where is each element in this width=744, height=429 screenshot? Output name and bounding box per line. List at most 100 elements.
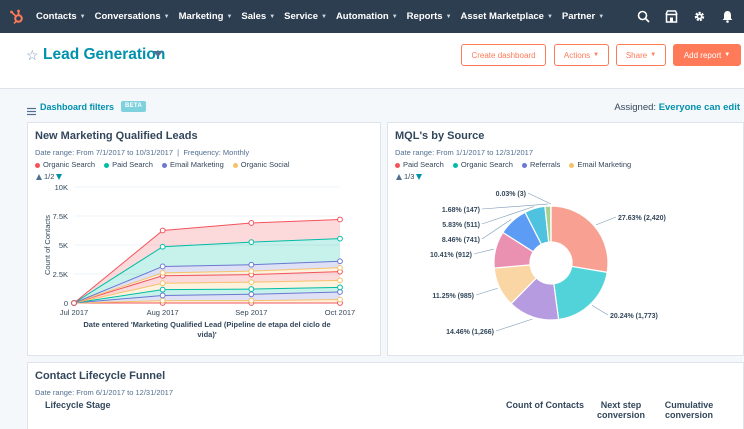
dashboard-title[interactable]: Lead Generation xyxy=(43,46,166,63)
data-point[interactable] xyxy=(248,297,255,304)
dashboard-filters-link[interactable]: Dashboard filters xyxy=(40,102,115,112)
mql-source-pie-chart: 27.63% (2,420) 20.24% (1,773) 14.46% (1,26… xyxy=(430,191,666,336)
funnel-card-title[interactable]: Contact Lifecycle Funnel xyxy=(35,370,166,382)
legend-label: Organic Social xyxy=(240,160,290,169)
data-point[interactable] xyxy=(159,292,166,299)
mql-card-title[interactable]: New Marketing Qualified Leads xyxy=(35,130,198,142)
y-tick-label: 0 xyxy=(64,299,68,308)
data-point[interactable] xyxy=(337,289,343,295)
legend-item-organic-search[interactable]: Organic Search xyxy=(35,160,95,169)
nav-sales[interactable]: Sales ▼ xyxy=(241,11,276,22)
chevron-down-icon: ▼ xyxy=(650,52,657,58)
series-line-series-1[interactable] xyxy=(73,299,341,304)
lifecycle-stage-header[interactable]: Lifecycle Stage xyxy=(45,400,111,410)
actions-button[interactable]: Actions ▼ xyxy=(554,44,609,66)
series-line-organic-social[interactable] xyxy=(73,267,341,304)
data-point[interactable] xyxy=(248,239,255,245)
pager-prev-icon[interactable] xyxy=(396,173,402,180)
pager-next-icon[interactable] xyxy=(416,173,423,180)
hubspot-logo-icon[interactable] xyxy=(8,8,26,26)
nav-contacts[interactable]: Contacts ▼ xyxy=(36,11,86,22)
legend-item-organic-search[interactable]: Organic Search xyxy=(452,160,513,169)
data-point[interactable] xyxy=(159,269,166,276)
data-point[interactable] xyxy=(248,220,255,226)
data-point[interactable] xyxy=(337,264,343,271)
marketplace-icon[interactable] xyxy=(664,10,678,24)
mql-legend: Organic Search Paid Search Email Marketing… xyxy=(35,160,290,169)
series-line-paid-search[interactable] xyxy=(73,238,341,304)
data-point[interactable] xyxy=(159,263,166,270)
data-point[interactable] xyxy=(337,296,343,303)
pie-data-label: 10.41% (912) xyxy=(430,252,472,259)
series-line-email-marketing[interactable] xyxy=(73,260,341,304)
chevron-down-icon: ▼ xyxy=(593,52,600,58)
next-step-conversion-header[interactable]: Next step conversion xyxy=(596,400,645,420)
nav-reports[interactable]: Reports ▼ xyxy=(406,11,452,22)
add-report-button[interactable]: Add report ▼ xyxy=(673,44,741,66)
data-point[interactable] xyxy=(248,286,255,292)
series-line-series-2[interactable] xyxy=(73,291,341,304)
source-card-title[interactable]: MQL's by Source xyxy=(395,130,485,142)
data-point[interactable] xyxy=(248,268,255,274)
count-of-contacts-header[interactable]: Count of Contacts xyxy=(506,400,584,410)
bell-icon[interactable] xyxy=(720,10,734,24)
data-point[interactable] xyxy=(337,258,343,265)
data-point[interactable] xyxy=(248,261,255,268)
favorite-star-icon[interactable]: ☆ xyxy=(26,47,39,63)
cumulative-conversion-header[interactable]: Cumulative conversion xyxy=(664,400,714,420)
legend-item-paid-search[interactable]: Paid Search xyxy=(104,160,153,169)
pie-slice-27-63-2-420[interactable] xyxy=(550,205,609,274)
data-point[interactable] xyxy=(248,291,255,298)
pager-prev-icon[interactable] xyxy=(36,173,42,180)
filter-icon[interactable] xyxy=(27,103,36,116)
series-line-organic-search[interactable] xyxy=(73,218,341,304)
pie-leader-line xyxy=(473,248,494,255)
pie-data-label: 5.83% (511) xyxy=(442,222,480,229)
area-fill-series-5 xyxy=(74,271,340,303)
search-icon[interactable] xyxy=(636,10,650,24)
data-point[interactable] xyxy=(248,279,255,286)
dashboard-switch-caret-icon[interactable] xyxy=(153,51,163,57)
data-point[interactable] xyxy=(159,243,166,250)
x-axis-label-cont: vida)' xyxy=(197,330,217,339)
legend-item-organic-social[interactable]: Organic Social xyxy=(232,160,290,169)
legend-dot-icon xyxy=(232,162,238,168)
chevron-down-icon: ▼ xyxy=(269,13,276,20)
share-button[interactable]: Share ▼ xyxy=(616,44,666,66)
nav-partner[interactable]: Partner ▼ xyxy=(561,11,605,22)
lifecycle-funnel-card: Contact Lifecycle Funnel Date range: Fro… xyxy=(27,362,744,429)
legend-item-referrals[interactable]: Referrals xyxy=(521,160,560,169)
chevron-down-icon: ▼ xyxy=(391,13,398,20)
series-line-series-4[interactable] xyxy=(73,279,341,304)
data-point[interactable] xyxy=(337,277,343,284)
pager-next-icon[interactable] xyxy=(56,173,63,180)
gear-icon[interactable] xyxy=(692,10,706,24)
series-line-series-3[interactable] xyxy=(73,286,341,304)
pie-slice-20-24-1-773[interactable] xyxy=(553,265,608,321)
data-point[interactable] xyxy=(337,235,343,242)
nav-asset-marketplace[interactable]: Asset Marketplace ▼ xyxy=(460,11,553,22)
data-point[interactable] xyxy=(159,280,166,287)
legend-item-paid-search[interactable]: Paid Search xyxy=(395,160,444,169)
data-point[interactable] xyxy=(159,227,166,234)
nav-marketing[interactable]: Marketing ▼ xyxy=(178,11,233,22)
data-point[interactable] xyxy=(337,284,343,291)
legend-dot-icon xyxy=(452,162,458,168)
data-point[interactable] xyxy=(337,216,343,223)
nav-automation[interactable]: Automation ▼ xyxy=(335,11,398,22)
create-dashboard-button[interactable]: Create dashboard xyxy=(461,44,546,66)
mql-report-card: New Marketing Qualified Leads Date range… xyxy=(27,122,381,356)
y-tick-label: 5K xyxy=(59,241,68,250)
data-point[interactable] xyxy=(159,286,166,293)
assigned-value-link[interactable]: Everyone can edit xyxy=(658,102,740,113)
pie-data-label: 11.25% (985) xyxy=(432,293,474,300)
nav-icons xyxy=(636,0,734,33)
legend-item-email-marketing[interactable]: Email Marketing xyxy=(569,160,631,169)
data-point[interactable] xyxy=(71,300,77,306)
nav-service[interactable]: Service ▼ xyxy=(284,11,327,22)
data-point[interactable] xyxy=(159,297,166,304)
funnel-date-range: Date range: From 6/1/2017 to 12/31/2017 xyxy=(35,388,174,397)
nav-conversations[interactable]: Conversations ▼ xyxy=(94,11,170,22)
series-line-series-5[interactable] xyxy=(73,271,341,304)
legend-item-email-marketing[interactable]: Email Marketing xyxy=(161,160,224,169)
